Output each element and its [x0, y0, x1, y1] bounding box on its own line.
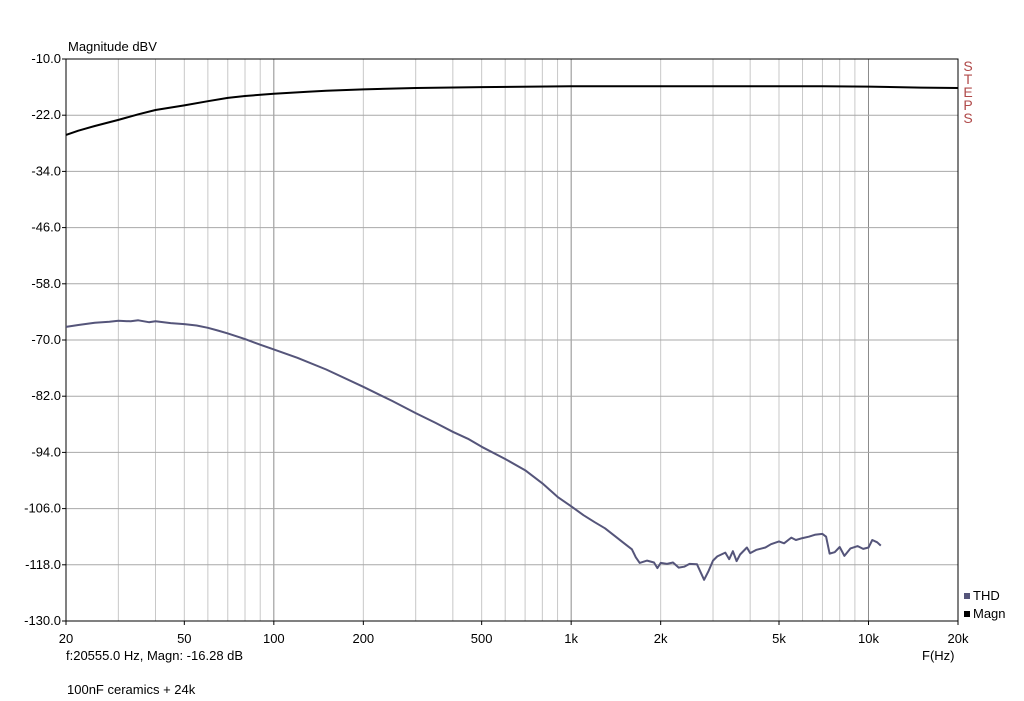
series-line-thd: [65, 319, 882, 581]
x-tick-label: 2k: [654, 631, 668, 646]
x-tick-label: 500: [471, 631, 493, 646]
x-tick-label: 200: [352, 631, 374, 646]
series-line-magn: [65, 85, 959, 136]
y-axis: -10.0 -22.0 -34.0 -46.0 -58.0 -70.0 -82.0 -94.0…: [24, 51, 66, 628]
chart-title: Magnitude dBV: [68, 39, 157, 54]
legend-label: THD: [973, 588, 1000, 603]
y-tick-label: -10.0: [31, 51, 61, 66]
x-tick-label: 20k: [948, 631, 969, 646]
y-tick-label: -130.0: [24, 613, 61, 628]
y-tick-label: -106.0: [24, 501, 61, 516]
y-tick-label: -70.0: [31, 332, 61, 347]
y-tick-label: -94.0: [31, 444, 61, 459]
steps-label: STEPS: [963, 58, 973, 126]
y-tick-label: -22.0: [31, 107, 61, 122]
x-tick-label: 10k: [858, 631, 879, 646]
legend-swatch: [964, 610, 970, 617]
legend-label: Magn: [973, 606, 1006, 621]
series-group: [65, 85, 959, 581]
x-tick-label: 1k: [564, 631, 578, 646]
y-tick-label: -46.0: [31, 220, 61, 235]
x-tick-label: 100: [263, 631, 285, 646]
legend-item-thd[interactable]: THD: [964, 588, 1000, 603]
x-tick-label: 20: [59, 631, 73, 646]
x-axis: 20 50 100 200 500 1k 2k 5k 10k 20k: [59, 621, 969, 646]
x-axis-label: F(Hz): [922, 648, 955, 663]
legend-item-magn[interactable]: Magn: [964, 606, 1006, 621]
y-tick-label: -34.0: [31, 163, 61, 178]
y-tick-label: -82.0: [31, 388, 61, 403]
legend-swatch: [964, 592, 970, 599]
y-tick-label: -118.0: [25, 557, 61, 572]
x-tick-label: 5k: [772, 631, 786, 646]
y-tick-label: -58.0: [31, 276, 61, 291]
grid: [66, 59, 958, 621]
measurement-note: 100nF ceramics + 24k: [67, 682, 196, 697]
cursor-readout: f:20555.0 Hz, Magn: -16.28 dB: [66, 648, 244, 663]
x-tick-label: 50: [177, 631, 191, 646]
